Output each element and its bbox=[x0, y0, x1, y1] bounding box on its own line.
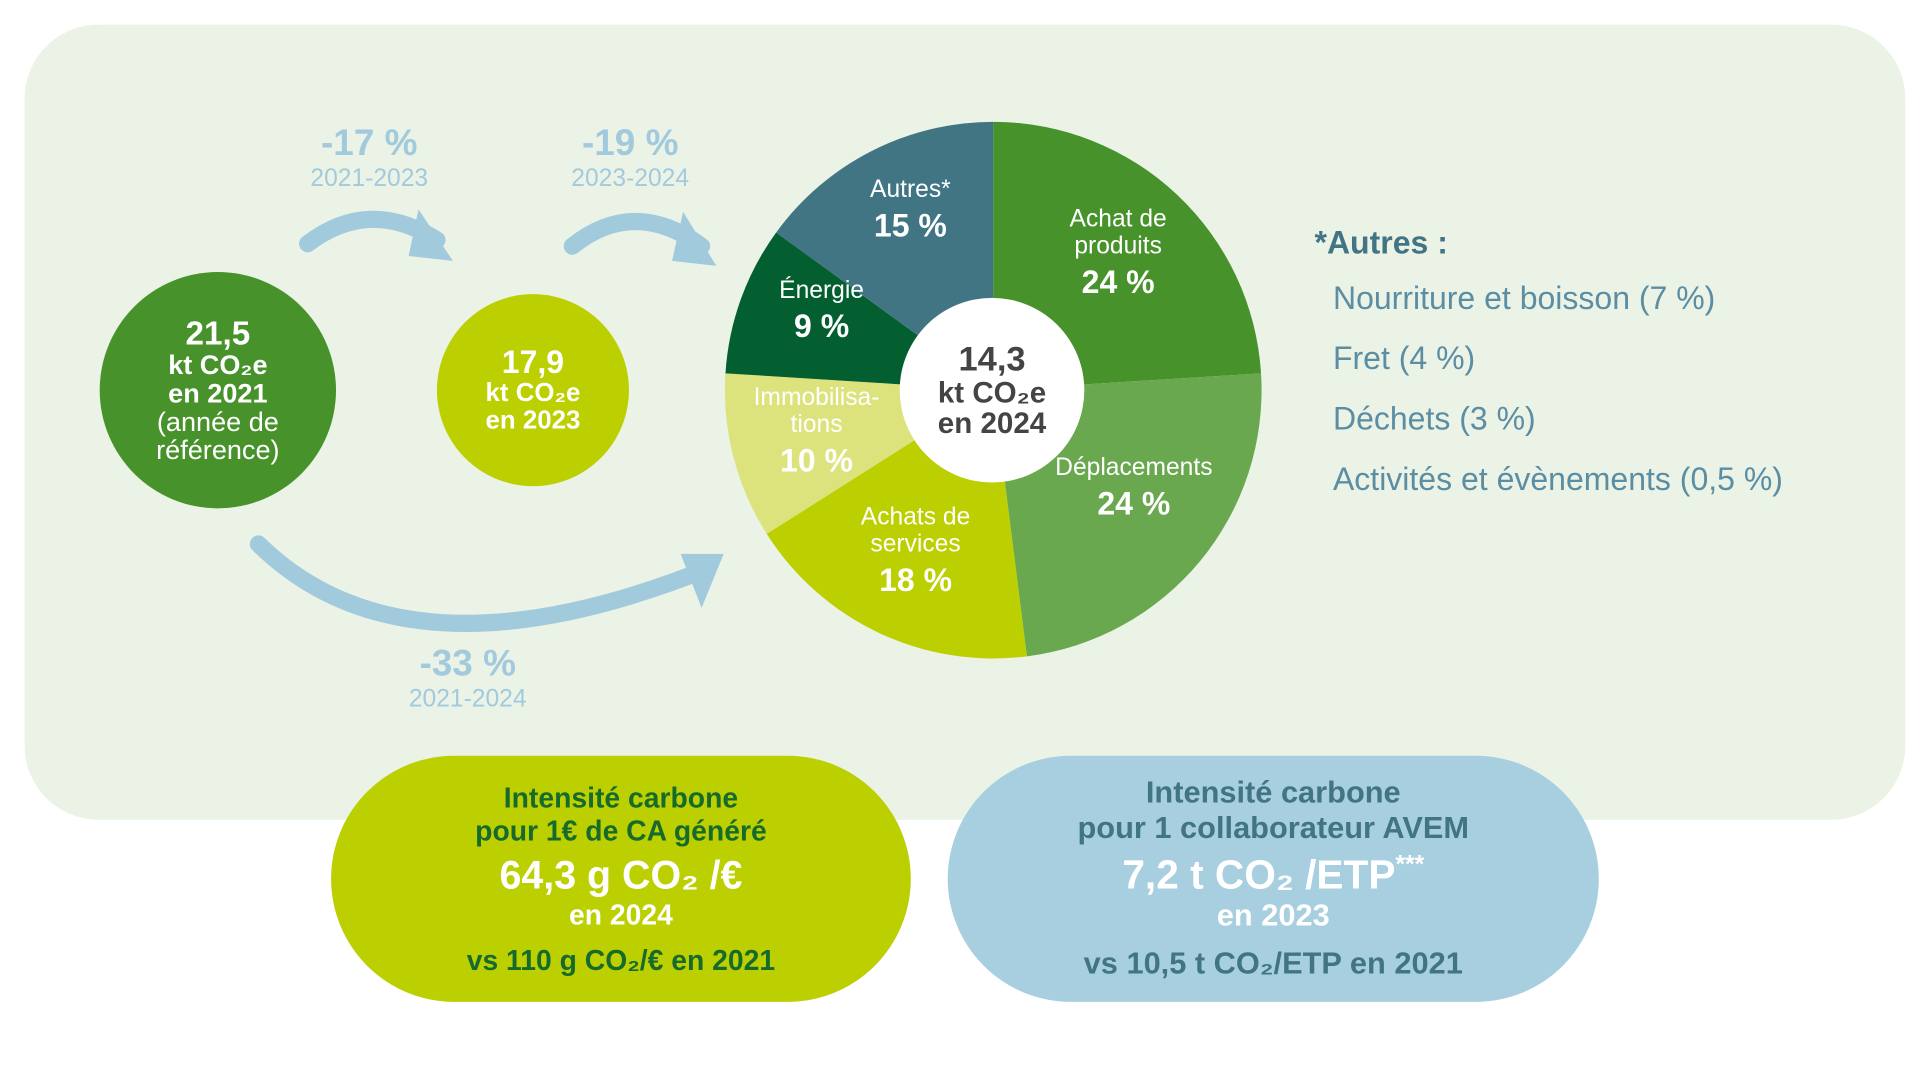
change-pct: -17 % bbox=[321, 123, 418, 164]
arrowhead-icon bbox=[672, 211, 717, 266]
arrowhead-icon bbox=[408, 209, 453, 261]
card-compare: vs 10,5 t CO₂/ETP en 2021 bbox=[1083, 946, 1463, 981]
slice-name: Achats de services bbox=[860, 503, 971, 558]
legend-item: Activités et évènements (0,5 %) bbox=[1332, 460, 1783, 498]
slice-name: Achat de produits bbox=[1069, 205, 1167, 260]
card-year: en 2023 bbox=[1216, 898, 1330, 933]
slice-value: 24 % bbox=[1097, 485, 1171, 523]
change-2021-2023: -17 % 2021-2023 bbox=[295, 123, 443, 193]
slice-label: Achat de produits 24 % bbox=[1032, 205, 1204, 299]
bubble-year: en 2021 bbox=[168, 377, 268, 409]
slice-name: Autres* bbox=[870, 175, 951, 203]
legend-title: *Autres : bbox=[1314, 224, 1448, 261]
bubble-value: 21,5 bbox=[185, 314, 251, 352]
card-subtitle: pour 1 collaborateur AVEM bbox=[1077, 811, 1470, 846]
slice-value: 18 % bbox=[879, 561, 953, 599]
slice-label: Autres* 15 % bbox=[824, 176, 996, 243]
change-2021-2024: -33 % 2021-2024 bbox=[394, 644, 542, 714]
card-value: 64,3 g CO₂ /€ bbox=[499, 852, 743, 897]
slice-name: Énergie bbox=[779, 276, 865, 304]
change-pct: -19 % bbox=[581, 123, 679, 164]
change-period: 2023-2024 bbox=[571, 164, 690, 193]
card-value: 7,2 t CO₂ /ETP bbox=[1122, 851, 1396, 898]
bubble-unit: kt CO₂e bbox=[485, 378, 581, 407]
slice-name: Immobilisa-tions bbox=[753, 383, 880, 438]
bubble-value: 17,9 bbox=[501, 343, 565, 381]
legend-item: Déchets (3 %) bbox=[1332, 400, 1536, 437]
arrow-2021-2024 bbox=[249, 535, 717, 632]
card-footnote-mark: *** bbox=[1395, 851, 1425, 879]
card-employee-intensity: Intensité carbone pour 1 collaborateur A… bbox=[947, 755, 1599, 1002]
center-value: 14,3 bbox=[958, 339, 1026, 378]
slice-label: Achats de services 18 % bbox=[829, 504, 1001, 598]
legend-item: Fret (4 %) bbox=[1332, 339, 1476, 377]
bubble-2023: 17,9 kt CO₂e en 2023 bbox=[436, 294, 629, 487]
legend-item: Nourriture et boisson (7 %) bbox=[1332, 279, 1716, 317]
bubble-2021: 21,5 kt CO₂e en 2021 (année de référence… bbox=[99, 272, 337, 509]
pie-slice bbox=[993, 121, 1262, 391]
slice-value: 9 % bbox=[794, 307, 850, 345]
pie-center-label: 14,3 kt CO₂e en 2024 bbox=[899, 297, 1085, 483]
slice-name: Déplacements bbox=[1055, 454, 1213, 482]
slice-label: Énergie 9 % bbox=[735, 277, 907, 344]
arrowhead-icon bbox=[680, 553, 724, 609]
legend: *Autres : Nourriture et boisson (7 %) Fr… bbox=[1314, 224, 1782, 498]
change-2023-2024: -19 % 2023-2024 bbox=[556, 123, 704, 193]
center-unit: kt CO₂e bbox=[937, 376, 1047, 410]
bubble-unit: kt CO₂e bbox=[168, 349, 268, 381]
change-period: 2021-2023 bbox=[310, 164, 429, 193]
change-period: 2021-2024 bbox=[408, 685, 527, 713]
center-year: en 2024 bbox=[937, 407, 1047, 441]
bubble-year: en 2023 bbox=[485, 405, 581, 435]
slice-label: Déplacements 24 % bbox=[1048, 455, 1220, 522]
card-subtitle: pour 1€ de CA généré bbox=[475, 814, 767, 847]
slice-value: 15 % bbox=[873, 206, 947, 244]
card-year: en 2024 bbox=[568, 897, 673, 930]
change-pct: -33 % bbox=[419, 643, 516, 685]
bubble-note: (année de référence) bbox=[156, 406, 280, 466]
slice-value: 10 % bbox=[780, 441, 853, 479]
card-compare: vs 110 g CO₂/€ en 2021 bbox=[466, 943, 776, 976]
slice-label: Immobilisa-tions 10 % bbox=[730, 384, 902, 478]
card-revenue-intensity: Intensité carbone pour 1€ de CA généré 6… bbox=[331, 755, 911, 1002]
card-title: Intensité carbone bbox=[503, 780, 739, 813]
slice-value: 24 % bbox=[1081, 263, 1155, 301]
card-title: Intensité carbone bbox=[1145, 775, 1401, 810]
